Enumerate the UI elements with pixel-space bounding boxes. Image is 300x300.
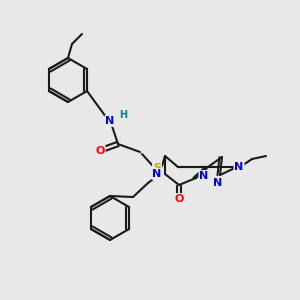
Text: N: N — [213, 178, 223, 188]
Text: N: N — [200, 171, 208, 181]
Text: O: O — [174, 194, 184, 204]
Text: O: O — [95, 146, 105, 156]
Text: N: N — [152, 169, 162, 179]
Text: N: N — [234, 162, 244, 172]
Text: H: H — [119, 110, 127, 120]
Text: N: N — [105, 116, 115, 126]
Text: S: S — [153, 163, 161, 173]
